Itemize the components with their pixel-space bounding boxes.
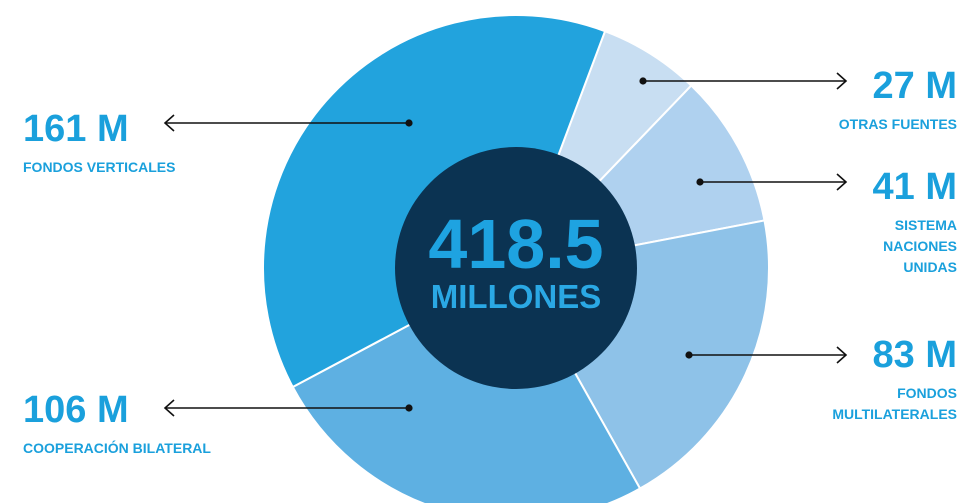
callout-3: 106 M COOPERACIÓN BILATERAL — [23, 389, 413, 456]
callouts: 27 M OTRAS FUENTES 41 M SISTEMA NACIONES UNID… — [23, 65, 957, 456]
category-label: COOPERACIÓN BILATERAL — [23, 439, 211, 456]
value-label: 41 M — [873, 166, 957, 208]
arrowhead — [836, 173, 848, 191]
value-label: 161 M — [23, 108, 129, 150]
leader-dot — [685, 351, 693, 359]
value-label: 27 M — [873, 65, 957, 107]
category-label: SISTEMA NACIONES UNIDAS — [883, 217, 957, 275]
callout-0: 27 M OTRAS FUENTES — [639, 65, 957, 132]
value-label: 83 M — [873, 334, 957, 376]
value-label: 106 M — [23, 389, 129, 431]
callout-1: 41 M SISTEMA NACIONES UNIDAS — [696, 166, 957, 275]
total-value: 418.5 — [428, 205, 603, 283]
callout-4: 161 M FONDOS VERTICALES — [23, 108, 413, 175]
callout-2: 83 M FONDOS MULTILATERALES — [685, 334, 957, 422]
leader-dot — [405, 404, 413, 412]
category-label: FONDOS MULTILATERALES — [832, 385, 957, 422]
arrowhead — [836, 346, 848, 364]
center-circle — [395, 147, 637, 389]
leader-dot — [696, 178, 704, 186]
category-label: OTRAS FUENTES — [839, 116, 957, 132]
donut-slice-3 — [291, 266, 642, 503]
arrowhead — [163, 399, 175, 417]
arrowhead — [836, 72, 848, 90]
leader-dot — [405, 119, 413, 127]
leader-dot — [639, 77, 647, 85]
arrowhead — [163, 114, 175, 132]
donut-slices — [262, 14, 770, 503]
category-label: FONDOS VERTICALES — [23, 159, 175, 175]
total-unit: MILLONES — [431, 278, 602, 315]
